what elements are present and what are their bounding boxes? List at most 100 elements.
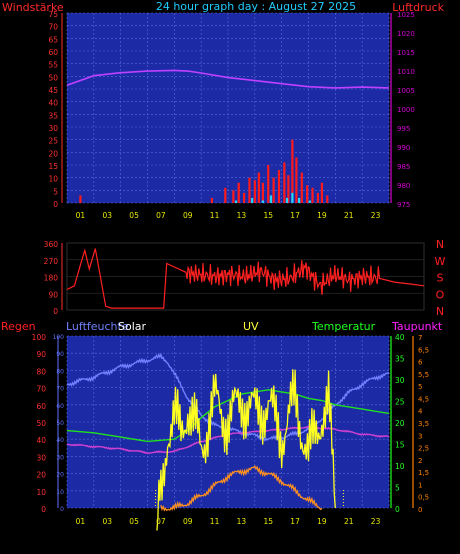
direction-tick: 90: [48, 290, 58, 299]
wind-tick: 50: [48, 73, 58, 82]
uv-label: UV: [243, 320, 259, 333]
rain-tick: 30: [36, 453, 46, 462]
temperature-tick: 30: [395, 376, 405, 385]
x-tick: 21: [344, 211, 354, 220]
wind-tick: 75: [48, 10, 58, 19]
x-tick: 15: [263, 517, 273, 526]
rain-tick: 50: [36, 419, 46, 428]
temperature-tick: 0: [395, 505, 400, 514]
humidity-label: Luftfeuchte: [66, 320, 129, 333]
dewpoint-tick: 7: [418, 334, 422, 342]
wind-pressure-panel: 7570656055504540353025201510501025102010…: [48, 10, 414, 220]
wind-tick: 45: [48, 86, 58, 95]
rain-tick: 60: [36, 402, 46, 411]
rain-tick: 20: [36, 471, 46, 480]
x-tick: 03: [102, 211, 112, 220]
dewpoint-tick: 0: [418, 506, 422, 514]
rain-tick: 10: [36, 488, 46, 497]
rain-tick: 40: [36, 436, 46, 445]
uv-line: [160, 465, 323, 512]
grid: [66, 12, 390, 204]
dewpoint-tick: 1,5: [418, 469, 429, 477]
rain-tick: 100: [32, 333, 47, 342]
dewpoint-tick: 4,5: [418, 395, 429, 403]
x-tick: 11: [210, 211, 220, 220]
dewpoint-tick: 5: [418, 383, 422, 391]
dewpoint-tick: 6,5: [418, 346, 429, 354]
x-tick: 05: [129, 211, 139, 220]
direction-tick: 0: [53, 307, 58, 316]
x-tick: 23: [371, 517, 381, 526]
direction-tick: 270: [44, 257, 59, 266]
humidity-tick: 100: [53, 334, 65, 341]
humidity-tick: 20: [56, 472, 64, 479]
wind-axis-title: Windstärke: [2, 1, 64, 14]
solar-label: Solar: [118, 320, 147, 333]
pressure-tick: 990: [397, 144, 410, 152]
pressure-tick: 1015: [397, 49, 415, 57]
wind-tick: 5: [53, 187, 58, 196]
temperature-tick: 40: [395, 333, 405, 342]
solar-line: [156, 369, 336, 531]
compass-label: S: [437, 272, 444, 285]
humidity-tick: 70: [56, 386, 64, 393]
temperature-tick: 10: [395, 462, 405, 471]
series-lines: [66, 352, 390, 531]
rain-tick: 0: [41, 505, 46, 514]
pressure-tick: 995: [397, 125, 410, 133]
x-tick: 01: [76, 211, 86, 220]
x-tick: 07: [156, 517, 166, 526]
x-tick: 17: [290, 211, 300, 220]
x-tick: 07: [156, 211, 166, 220]
rain-tick: 90: [36, 350, 46, 359]
pressure-tick: 1020: [397, 30, 415, 38]
humidity-tick: 90: [56, 351, 64, 358]
dewpoint-label: Taupunkt: [391, 320, 443, 333]
wind-tick: 35: [48, 111, 58, 120]
pressure-axis-title: Luftdruck: [392, 1, 444, 14]
wind-tick: 20: [48, 149, 58, 158]
x-tick: 11: [210, 517, 220, 526]
x-tick: 03: [102, 517, 112, 526]
pressure-tick: 980: [397, 182, 410, 190]
humidity-tick: 10: [56, 489, 64, 496]
wind-tick: 30: [48, 124, 58, 133]
dewpoint-tick: 3,5: [418, 420, 429, 428]
x-tick: 15: [263, 211, 273, 220]
x-tick: 09: [183, 211, 193, 220]
wind-tick: 0: [53, 200, 58, 209]
pressure-tick: 975: [397, 201, 410, 209]
dewpoint-tick: 1: [418, 481, 422, 489]
wind-tick: 70: [48, 23, 58, 32]
pressure-tick: 1025: [397, 11, 415, 19]
pressure-tick: 1010: [397, 68, 415, 76]
rain-tick: 80: [36, 367, 46, 376]
axis-ticks: 1009080706050403020100100908070605040302…: [32, 333, 429, 526]
wind-tick: 40: [48, 99, 58, 108]
pressure-line: [66, 69, 390, 89]
dewpoint-tick: 0,5: [418, 494, 429, 502]
x-tick: 21: [344, 517, 354, 526]
temperature-tick: 15: [395, 441, 405, 450]
chart-title: 24 hour graph day : August 27 2025: [156, 0, 356, 13]
humidity-tick: 80: [56, 368, 64, 375]
wind-tick: 60: [48, 48, 58, 57]
x-tick: 19: [317, 211, 327, 220]
temperature-label: Temperatur: [311, 320, 376, 333]
x-tick: 23: [371, 211, 381, 220]
plot-area: [67, 13, 389, 203]
grid: [66, 335, 390, 509]
x-tick: 09: [183, 517, 193, 526]
dewpoint-tick: 4: [418, 408, 423, 416]
temperature-tick: 5: [395, 484, 400, 493]
compass-label: W: [435, 255, 446, 268]
dewpoint-tick: 6: [418, 359, 423, 367]
wind-tick: 55: [48, 61, 58, 70]
x-tick: 17: [290, 517, 300, 526]
wind-tick: 15: [48, 162, 58, 171]
direction-tick: 180: [44, 274, 59, 283]
pressure-tick: 1005: [397, 87, 415, 95]
